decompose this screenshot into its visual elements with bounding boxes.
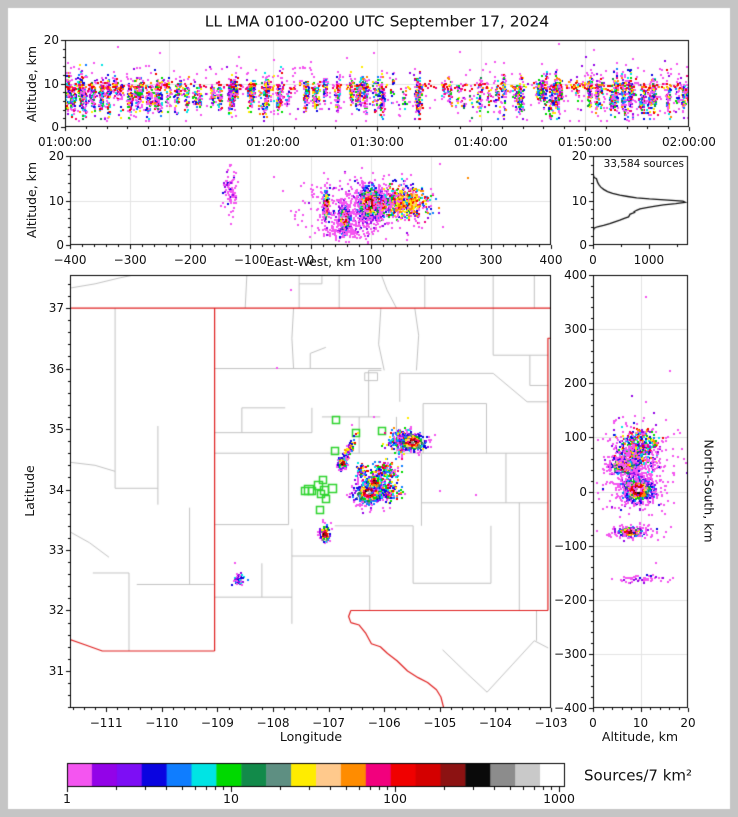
tick-label: 01:30:00: [350, 135, 404, 149]
tick-label: 20: [680, 716, 696, 730]
tick-label: 01:20:00: [246, 135, 300, 149]
tick-label: 20: [48, 149, 64, 163]
ew-ylabel: Altitude, km: [23, 161, 39, 239]
tick-label: 300: [479, 253, 503, 267]
tick-label: −100: [233, 253, 267, 267]
tick-label: −200: [173, 253, 207, 267]
tick-label: 100: [564, 430, 587, 445]
tick-label: 20: [43, 33, 59, 47]
ns-ylabel: North-South, km: [701, 439, 717, 543]
ew-xlabel: East-West, km: [266, 253, 356, 269]
tick-label: −300: [554, 646, 587, 661]
tick-label: 0: [589, 253, 597, 267]
tick-label: −400: [53, 253, 87, 267]
tick-label: 33: [48, 542, 64, 557]
tick-label: 01:50:00: [558, 135, 612, 149]
tick-label: 01:10:00: [142, 135, 196, 149]
colorbar-label: Sources/7 km²: [584, 766, 693, 785]
tick-label: 0: [579, 238, 587, 252]
tick-label: −300: [113, 253, 147, 267]
colorbar-tick-label: 1000: [543, 790, 575, 806]
tick-label: −200: [554, 592, 587, 607]
tick-label: 20: [571, 149, 587, 163]
hist-source-count: 33,584 sources: [603, 157, 684, 170]
tick-label: −110: [145, 716, 179, 730]
map-ylabel: Latitude: [21, 465, 37, 517]
tick-label: −400: [554, 701, 587, 715]
tick-label: −106: [367, 716, 401, 730]
tick-label: 32: [48, 603, 64, 618]
tick-label: −107: [312, 716, 346, 730]
tick-label: 34: [48, 482, 64, 497]
tick-label: −109: [200, 716, 234, 730]
tick-label: −108: [256, 716, 290, 730]
tick-label: 10: [43, 76, 59, 91]
tick-label: 10: [48, 193, 64, 208]
tick-label: 35: [48, 422, 64, 436]
tick-label: 37: [48, 301, 64, 316]
tick-label: 10: [571, 193, 587, 208]
tick-label: 02:00:00: [662, 135, 716, 149]
tick-label: 0: [589, 716, 597, 730]
tick-label: 36: [48, 361, 64, 376]
tick-label: 400: [539, 253, 563, 267]
colorbar-tick-label: 100: [383, 790, 407, 806]
tick-label: 0: [56, 238, 64, 252]
tick-label: 0: [306, 253, 315, 267]
tick-label: 400: [564, 268, 587, 282]
tick-label: 10: [632, 716, 649, 730]
tick-label: 300: [564, 322, 587, 337]
ns-xlabel: Altitude, km: [601, 728, 679, 744]
tick-label: 0: [579, 484, 587, 499]
tick-label: −105: [423, 716, 457, 730]
tick-label: 01:00:00: [38, 135, 92, 149]
tick-label: 200: [419, 253, 443, 267]
map-xlabel: Longitude: [279, 728, 343, 744]
tick-label: −103: [534, 716, 568, 730]
tick-label: 31: [48, 663, 64, 678]
colorbar-tick-label: 1: [63, 790, 71, 806]
tick-label: 100: [359, 253, 383, 267]
tick-label: 200: [564, 376, 587, 391]
tick-label: 0: [51, 120, 59, 134]
colorbar-tick-label: 10: [223, 790, 239, 806]
tick-label: 01:40:00: [454, 135, 508, 149]
tick-label: −100: [554, 538, 587, 553]
figure-title: LL LMA 0100-0200 UTC September 17, 2024: [204, 12, 550, 31]
tick-label: −104: [478, 716, 512, 730]
tick-label: 1000: [633, 253, 665, 267]
tick-label: −111: [89, 716, 123, 730]
time-ylabel: Altitude, km: [23, 45, 39, 123]
